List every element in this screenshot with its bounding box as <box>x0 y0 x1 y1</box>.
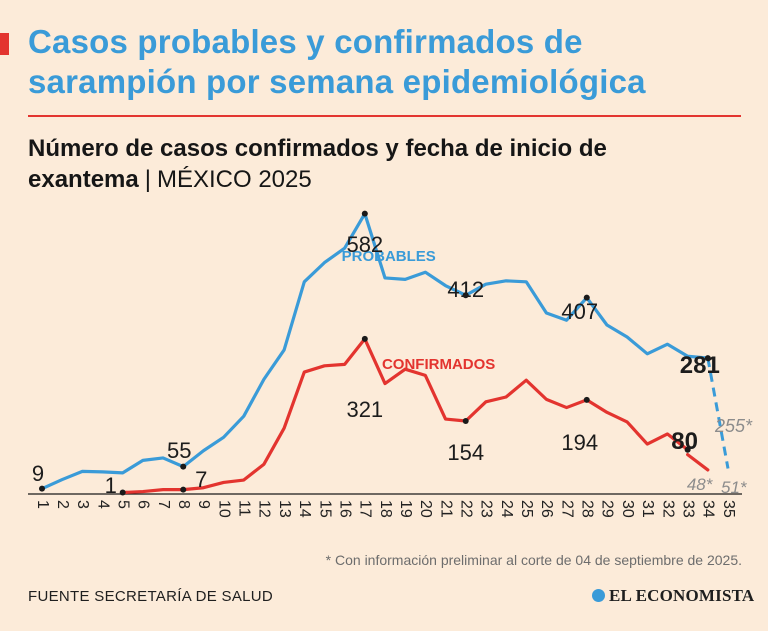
x-tick-label: 16 <box>336 500 353 518</box>
probables-value-label: 255* <box>714 416 753 436</box>
x-tick-label: 9 <box>195 500 212 509</box>
probables-value-label: 281 <box>680 352 720 379</box>
brand-mark-icon <box>592 589 605 602</box>
x-tick-label: 21 <box>437 500 454 518</box>
footnote: * Con información preliminar al corte de… <box>325 552 742 568</box>
x-tick-label: 15 <box>316 500 333 518</box>
confirmados-point <box>180 486 187 493</box>
confirmados-value-label: 80 <box>671 428 698 455</box>
x-tick-label: 30 <box>619 500 636 518</box>
confirmados-line <box>121 337 690 495</box>
probables-point <box>462 292 469 299</box>
x-tick-label: 24 <box>498 500 515 518</box>
confirmados-value-label: 48* <box>687 475 714 494</box>
chart-title: Casos probables y confirmados de sarampi… <box>28 23 646 100</box>
brand-logo: EL ECONOMISTA <box>592 586 754 606</box>
x-tick-label: 31 <box>639 500 656 518</box>
x-tick-label: 25 <box>518 500 535 518</box>
x-tick-label: 4 <box>94 500 111 509</box>
probables-point <box>180 463 187 470</box>
confirmados-point <box>583 396 590 403</box>
probables-line <box>40 212 710 491</box>
title-accent-bar <box>0 33 9 55</box>
x-tick-label: 3 <box>74 500 91 509</box>
x-tick-label: 2 <box>54 500 71 509</box>
subtitle-separator: | <box>144 166 151 193</box>
confirmados-point <box>361 335 368 342</box>
title-divider <box>28 115 741 117</box>
probables-series-label: PROBABLES <box>342 248 436 265</box>
probables-point <box>704 355 711 362</box>
x-tick-label: 20 <box>417 500 434 518</box>
confirmados-point <box>119 489 126 496</box>
probables-point <box>39 485 45 492</box>
subtitle-regular: MÉXICO 2025 <box>156 166 312 193</box>
x-tick-label: 11 <box>236 500 253 517</box>
probables-value-label: 412 <box>447 277 484 302</box>
probables-preliminary-line <box>706 357 730 469</box>
confirmados-series-label: CONFIRMADOS <box>382 356 495 373</box>
confirmados-preliminary-line <box>686 453 710 472</box>
probables-value-label: 407 <box>561 299 598 324</box>
source-credit: FUENTE SECRETARÍA DE SALUD <box>28 588 274 605</box>
chart-subtitle: Número de casos confirmados y fecha de i… <box>28 133 748 195</box>
probables-value-label: 582 <box>346 232 383 257</box>
confirmados-value-label: 154 <box>447 440 484 465</box>
x-tick-label: 8 <box>175 500 192 509</box>
confirmados-point <box>684 446 691 453</box>
confirmados-value-label: 1 <box>105 473 117 498</box>
probables-value-label: 9 <box>32 461 44 486</box>
x-tick-label: 29 <box>599 500 616 518</box>
x-tick-label: 14 <box>296 500 313 518</box>
x-tick-label: 33 <box>679 500 696 518</box>
confirmados-value-label: 194 <box>561 430 598 455</box>
probables-value-label: 55 <box>167 438 191 463</box>
x-tick-label: 1 <box>34 500 51 509</box>
x-tick-label: 17 <box>357 500 374 518</box>
probables-value-label: 51* <box>721 478 748 497</box>
x-tick-label: 35 <box>720 500 737 518</box>
x-tick-label: 27 <box>558 500 575 518</box>
probables-point <box>583 294 590 301</box>
x-tick-label: 26 <box>538 500 555 518</box>
probables-point <box>361 210 368 217</box>
x-tick-label: 22 <box>457 500 474 518</box>
x-tick-label: 7 <box>155 500 172 509</box>
x-tick-label: 28 <box>579 500 596 518</box>
x-tick-label: 23 <box>478 500 495 518</box>
confirmados-point <box>462 418 469 424</box>
x-tick-label: 18 <box>377 500 394 518</box>
x-tick-label: 34 <box>700 500 717 518</box>
x-tick-label: 10 <box>215 500 232 518</box>
confirmados-value-label: 321 <box>346 397 383 422</box>
x-tick-label: 6 <box>135 500 152 509</box>
subtitle-bold: Número de casos confirmados y fecha de i… <box>28 135 607 193</box>
x-tick-label: 5 <box>114 500 131 509</box>
x-tick-label: 12 <box>256 500 273 518</box>
confirmados-value-label: 7 <box>195 467 207 492</box>
brand-name: EL ECONOMISTA <box>609 586 755 605</box>
x-tick-label: 32 <box>659 500 676 518</box>
x-tick-label: 13 <box>276 500 293 518</box>
x-tick-label: 19 <box>397 500 414 518</box>
